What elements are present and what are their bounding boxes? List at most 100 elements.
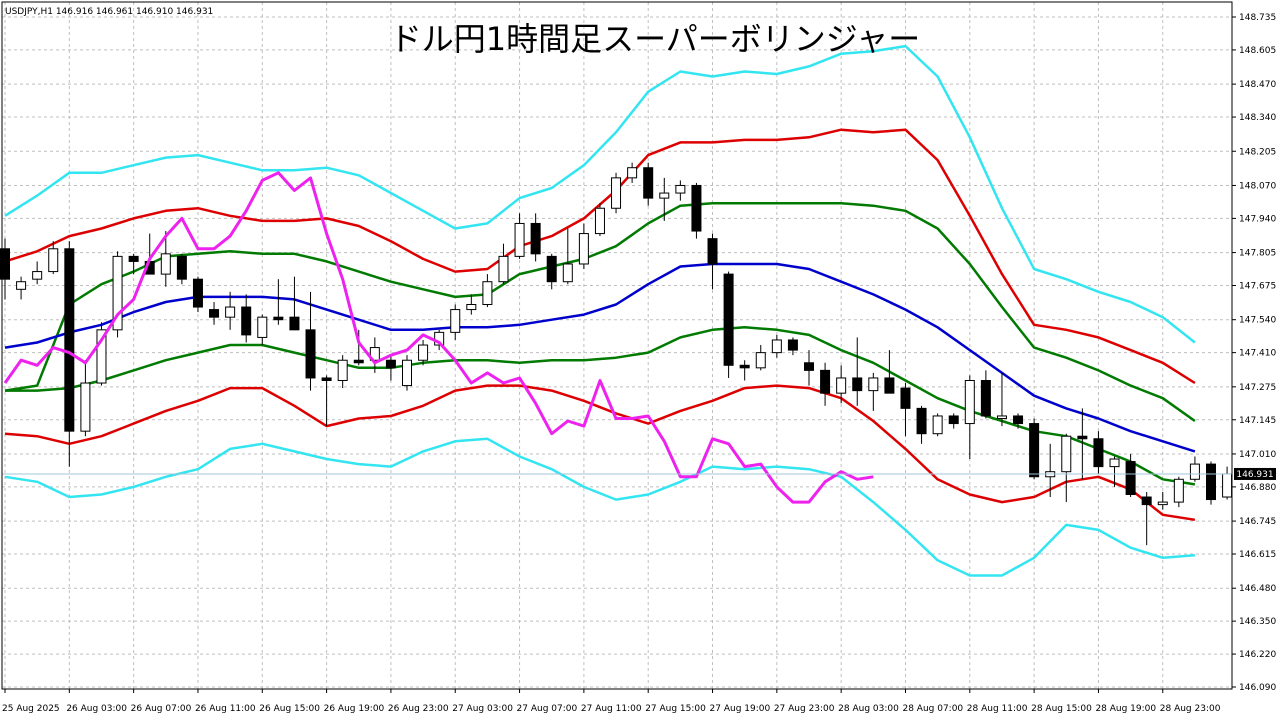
candle-body-bull bbox=[562, 263, 573, 283]
band-sigma1-lower bbox=[5, 326, 1196, 486]
y-tick-label: 147.540 bbox=[1239, 316, 1276, 326]
y-tick-label: 146.745 bbox=[1239, 517, 1276, 527]
candle-body-bull bbox=[836, 377, 847, 394]
candle-body-bear bbox=[980, 379, 991, 417]
candle-body-bear bbox=[1125, 461, 1136, 495]
band-sigma3-upper bbox=[4, 44, 1196, 344]
band-sigma1-upper bbox=[4, 201, 1196, 423]
x-tick-label: 28 Aug 07:00 bbox=[902, 704, 963, 714]
y-tick-label: 147.675 bbox=[1239, 282, 1276, 292]
candle bbox=[176, 253, 187, 285]
x-tick-label: 25 Aug 2025 bbox=[2, 704, 60, 714]
candle-body-bear bbox=[385, 359, 396, 369]
candle-body-bull bbox=[498, 255, 509, 283]
candle bbox=[1125, 453, 1136, 498]
candle-body-bear bbox=[948, 415, 959, 425]
candle-body-bear bbox=[900, 387, 911, 409]
candle bbox=[418, 339, 429, 366]
band-middle bbox=[4, 262, 1196, 453]
candle bbox=[498, 243, 509, 285]
candle bbox=[643, 162, 654, 206]
candle bbox=[884, 350, 895, 394]
candle bbox=[80, 360, 91, 437]
candle bbox=[1109, 456, 1120, 487]
candle bbox=[321, 375, 332, 427]
y-tick-label: 146.615 bbox=[1239, 550, 1276, 560]
candle bbox=[916, 405, 927, 444]
candle bbox=[675, 180, 686, 201]
candle-body-bull bbox=[659, 192, 670, 199]
x-tick-label: 28 Aug 19:00 bbox=[1095, 704, 1156, 714]
candle bbox=[900, 383, 911, 437]
candle bbox=[739, 360, 750, 381]
candle bbox=[1173, 476, 1184, 508]
x-tick-label: 27 Aug 11:00 bbox=[581, 704, 642, 714]
y-tick-label: 146.090 bbox=[1239, 683, 1276, 693]
candle-body-bear bbox=[1013, 415, 1024, 425]
candle-body-bull bbox=[675, 184, 686, 194]
x-tick-label: 26 Aug 07:00 bbox=[131, 704, 192, 714]
x-tick-label: 27 Aug 03:00 bbox=[452, 704, 513, 714]
candle-body-bear bbox=[289, 316, 300, 331]
candle-body-bull bbox=[450, 309, 461, 333]
candle-body-bull bbox=[32, 271, 43, 280]
candle-body-bull bbox=[466, 304, 477, 311]
grid bbox=[2, 2, 1232, 689]
bollinger-bands bbox=[4, 44, 1196, 577]
y-tick-label: 147.805 bbox=[1239, 249, 1276, 259]
candle-body-bear bbox=[707, 238, 718, 265]
candle-body-bull bbox=[369, 347, 380, 361]
candle-body-bear bbox=[643, 167, 654, 199]
candle bbox=[273, 279, 284, 325]
candle-body-bull bbox=[755, 352, 766, 369]
candle-body-bull bbox=[1173, 478, 1184, 503]
candle bbox=[804, 350, 814, 386]
candle bbox=[578, 223, 589, 270]
candle bbox=[0, 238, 10, 300]
candle bbox=[852, 337, 863, 406]
candle bbox=[996, 372, 1007, 427]
candle bbox=[1141, 491, 1152, 546]
candle bbox=[1077, 408, 1088, 480]
candle bbox=[305, 291, 316, 391]
candle bbox=[1157, 491, 1168, 510]
price-axis[interactable]: 148.735 148.605 148.470 148.340 148.205 148.0… bbox=[1232, 13, 1276, 693]
candle-body-bear bbox=[321, 377, 332, 381]
candle bbox=[482, 274, 493, 308]
candle bbox=[932, 413, 943, 437]
candle-body-bear bbox=[820, 369, 831, 394]
candle-body-bear bbox=[305, 329, 316, 379]
candle bbox=[112, 251, 123, 338]
candle bbox=[48, 241, 59, 275]
symbol-info: USDJPY,H1 146.916 146.961 146.910 146.93… bbox=[5, 7, 213, 17]
candle bbox=[369, 337, 380, 373]
candle-body-bear bbox=[128, 255, 139, 262]
y-tick-label: 148.735 bbox=[1239, 13, 1276, 23]
candle bbox=[707, 233, 718, 290]
candle-body-bull bbox=[337, 359, 348, 381]
candle-body-bear bbox=[691, 184, 702, 232]
candle bbox=[402, 355, 412, 391]
candle-body-bear bbox=[884, 377, 895, 394]
candle-body-bear bbox=[1141, 496, 1152, 506]
candle bbox=[546, 253, 557, 290]
candle bbox=[820, 362, 831, 406]
chikou-span-line bbox=[3, 171, 874, 504]
candle-body-bull bbox=[80, 382, 91, 432]
candle-body-bear bbox=[64, 248, 75, 432]
candle bbox=[1013, 413, 1024, 429]
y-tick-label: 146.220 bbox=[1239, 650, 1276, 660]
candle-body-bull bbox=[1109, 458, 1120, 468]
candle-body-bear bbox=[176, 255, 187, 280]
candle-body-bull bbox=[996, 415, 1007, 419]
current-price-label: 146.931 bbox=[1236, 470, 1273, 480]
candle-body-bear bbox=[1077, 435, 1088, 440]
candle-body-bull bbox=[514, 222, 525, 257]
plot-frame bbox=[1, 1, 1233, 690]
time-axis[interactable]: 25 Aug 2025 26 Aug 03:00 26 Aug 07:00 26 Au… bbox=[2, 689, 1221, 714]
x-tick-label: 27 Aug 07:00 bbox=[517, 704, 578, 714]
candle-body-bear bbox=[1029, 423, 1040, 478]
